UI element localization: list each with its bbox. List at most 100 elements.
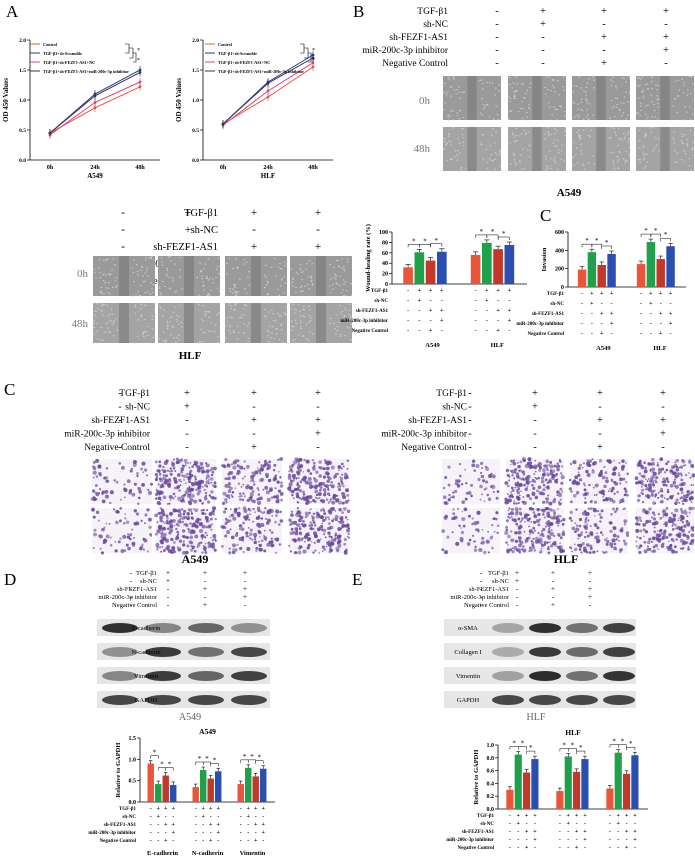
stained-cell	[316, 527, 321, 532]
cell-speck	[132, 271, 135, 274]
cell-speck	[236, 267, 239, 269]
cell-speck	[582, 118, 585, 120]
stained-cell	[210, 490, 214, 494]
cell-speck	[302, 308, 305, 310]
cell-speck	[290, 308, 293, 310]
blot-band	[145, 695, 181, 705]
stained-cell	[521, 457, 526, 462]
cell-speck	[496, 154, 498, 156]
panel-d-condition-label: TGF-β1	[136, 570, 157, 577]
stained-cell	[620, 527, 624, 530]
sign: -	[660, 301, 662, 307]
panel-c-hlf-sign: -	[533, 415, 537, 426]
stained-cell	[177, 509, 181, 514]
cell-speck	[178, 339, 180, 341]
wound-gap	[251, 256, 261, 296]
stained-cell	[137, 496, 141, 500]
stained-cell	[201, 522, 203, 525]
cell-speck	[98, 267, 100, 269]
stained-cell	[643, 508, 646, 512]
cell-speck	[277, 288, 279, 290]
stained-cell	[687, 536, 690, 539]
stained-cell	[146, 508, 150, 512]
sign: +	[202, 814, 206, 820]
x-tick-label: 24h	[263, 165, 273, 171]
cell-speck	[349, 317, 352, 319]
stained-cell	[249, 480, 252, 483]
stained-cell	[289, 550, 293, 553]
cell-speck	[580, 101, 583, 103]
cell-speck	[482, 134, 484, 136]
stained-cell	[191, 529, 194, 533]
sign: -	[509, 829, 511, 835]
stained-cell	[266, 542, 271, 547]
stained-cell	[105, 522, 108, 525]
hlf-wound-sign: +	[315, 207, 322, 219]
sign: -	[617, 845, 619, 851]
stained-cell	[239, 465, 244, 470]
wound-gap	[467, 76, 477, 120]
stained-cell	[168, 531, 172, 535]
cell-speck	[271, 309, 273, 311]
stained-cell	[260, 464, 263, 467]
stained-cell	[652, 483, 656, 487]
stained-cell	[190, 516, 194, 520]
cell-speck	[612, 81, 614, 83]
stained-cell	[529, 480, 532, 484]
cell-speck	[267, 341, 270, 343]
stained-cell	[533, 466, 537, 470]
stained-cell	[561, 532, 566, 536]
stained-cell	[652, 536, 655, 539]
stained-cell	[665, 506, 669, 510]
stained-cell	[143, 522, 146, 525]
sign: -	[247, 838, 249, 844]
stained-cell	[342, 495, 347, 500]
cell-speck	[145, 257, 147, 259]
stained-cell	[159, 473, 162, 476]
stained-cell	[249, 492, 254, 497]
stained-cell	[251, 471, 255, 475]
stained-cell	[600, 491, 605, 495]
panel-b-condition-label: sh-FEZF1-AS1	[389, 33, 448, 43]
cell-speck	[139, 284, 142, 287]
cell-speck	[650, 94, 652, 96]
cell-speck	[236, 293, 238, 296]
invasion-image-hlf	[570, 459, 628, 504]
stained-cell	[188, 488, 191, 490]
stained-cell	[481, 493, 483, 496]
stained-cell	[186, 493, 191, 498]
stained-cell	[119, 537, 122, 540]
sign: -	[650, 321, 652, 327]
sign: +	[429, 288, 433, 294]
cell-speck	[452, 119, 455, 121]
x-group-label: HLF	[491, 342, 504, 349]
stained-cell	[238, 524, 243, 528]
stained-cell	[507, 515, 509, 518]
cell-speck	[207, 293, 210, 295]
y-tick-label: 1.0	[129, 757, 137, 763]
sign: -	[567, 829, 569, 835]
stained-cell	[647, 462, 651, 466]
stained-cell	[514, 486, 517, 489]
stained-cell	[448, 493, 451, 497]
condition-label: TGF-β1	[477, 814, 495, 819]
stained-cell	[586, 551, 589, 554]
cell-speck	[560, 106, 563, 108]
panel-e-sign: -	[480, 600, 483, 609]
cell-speck	[499, 151, 502, 153]
stained-cell	[313, 478, 318, 483]
stained-cell	[528, 529, 533, 534]
sign: -	[475, 318, 477, 324]
sign: +	[633, 813, 637, 819]
cell-speck	[563, 160, 565, 162]
stained-cell	[546, 468, 549, 472]
stained-cell	[175, 486, 180, 490]
panel-d-sign: +	[166, 568, 170, 577]
cell-speck	[578, 129, 580, 131]
cell-speck	[581, 153, 583, 155]
stained-cell	[332, 493, 336, 497]
cell-speck	[621, 77, 623, 79]
x-group-label: E-cadherin	[147, 850, 178, 857]
stained-cell	[146, 550, 149, 553]
stained-cell	[93, 528, 97, 532]
